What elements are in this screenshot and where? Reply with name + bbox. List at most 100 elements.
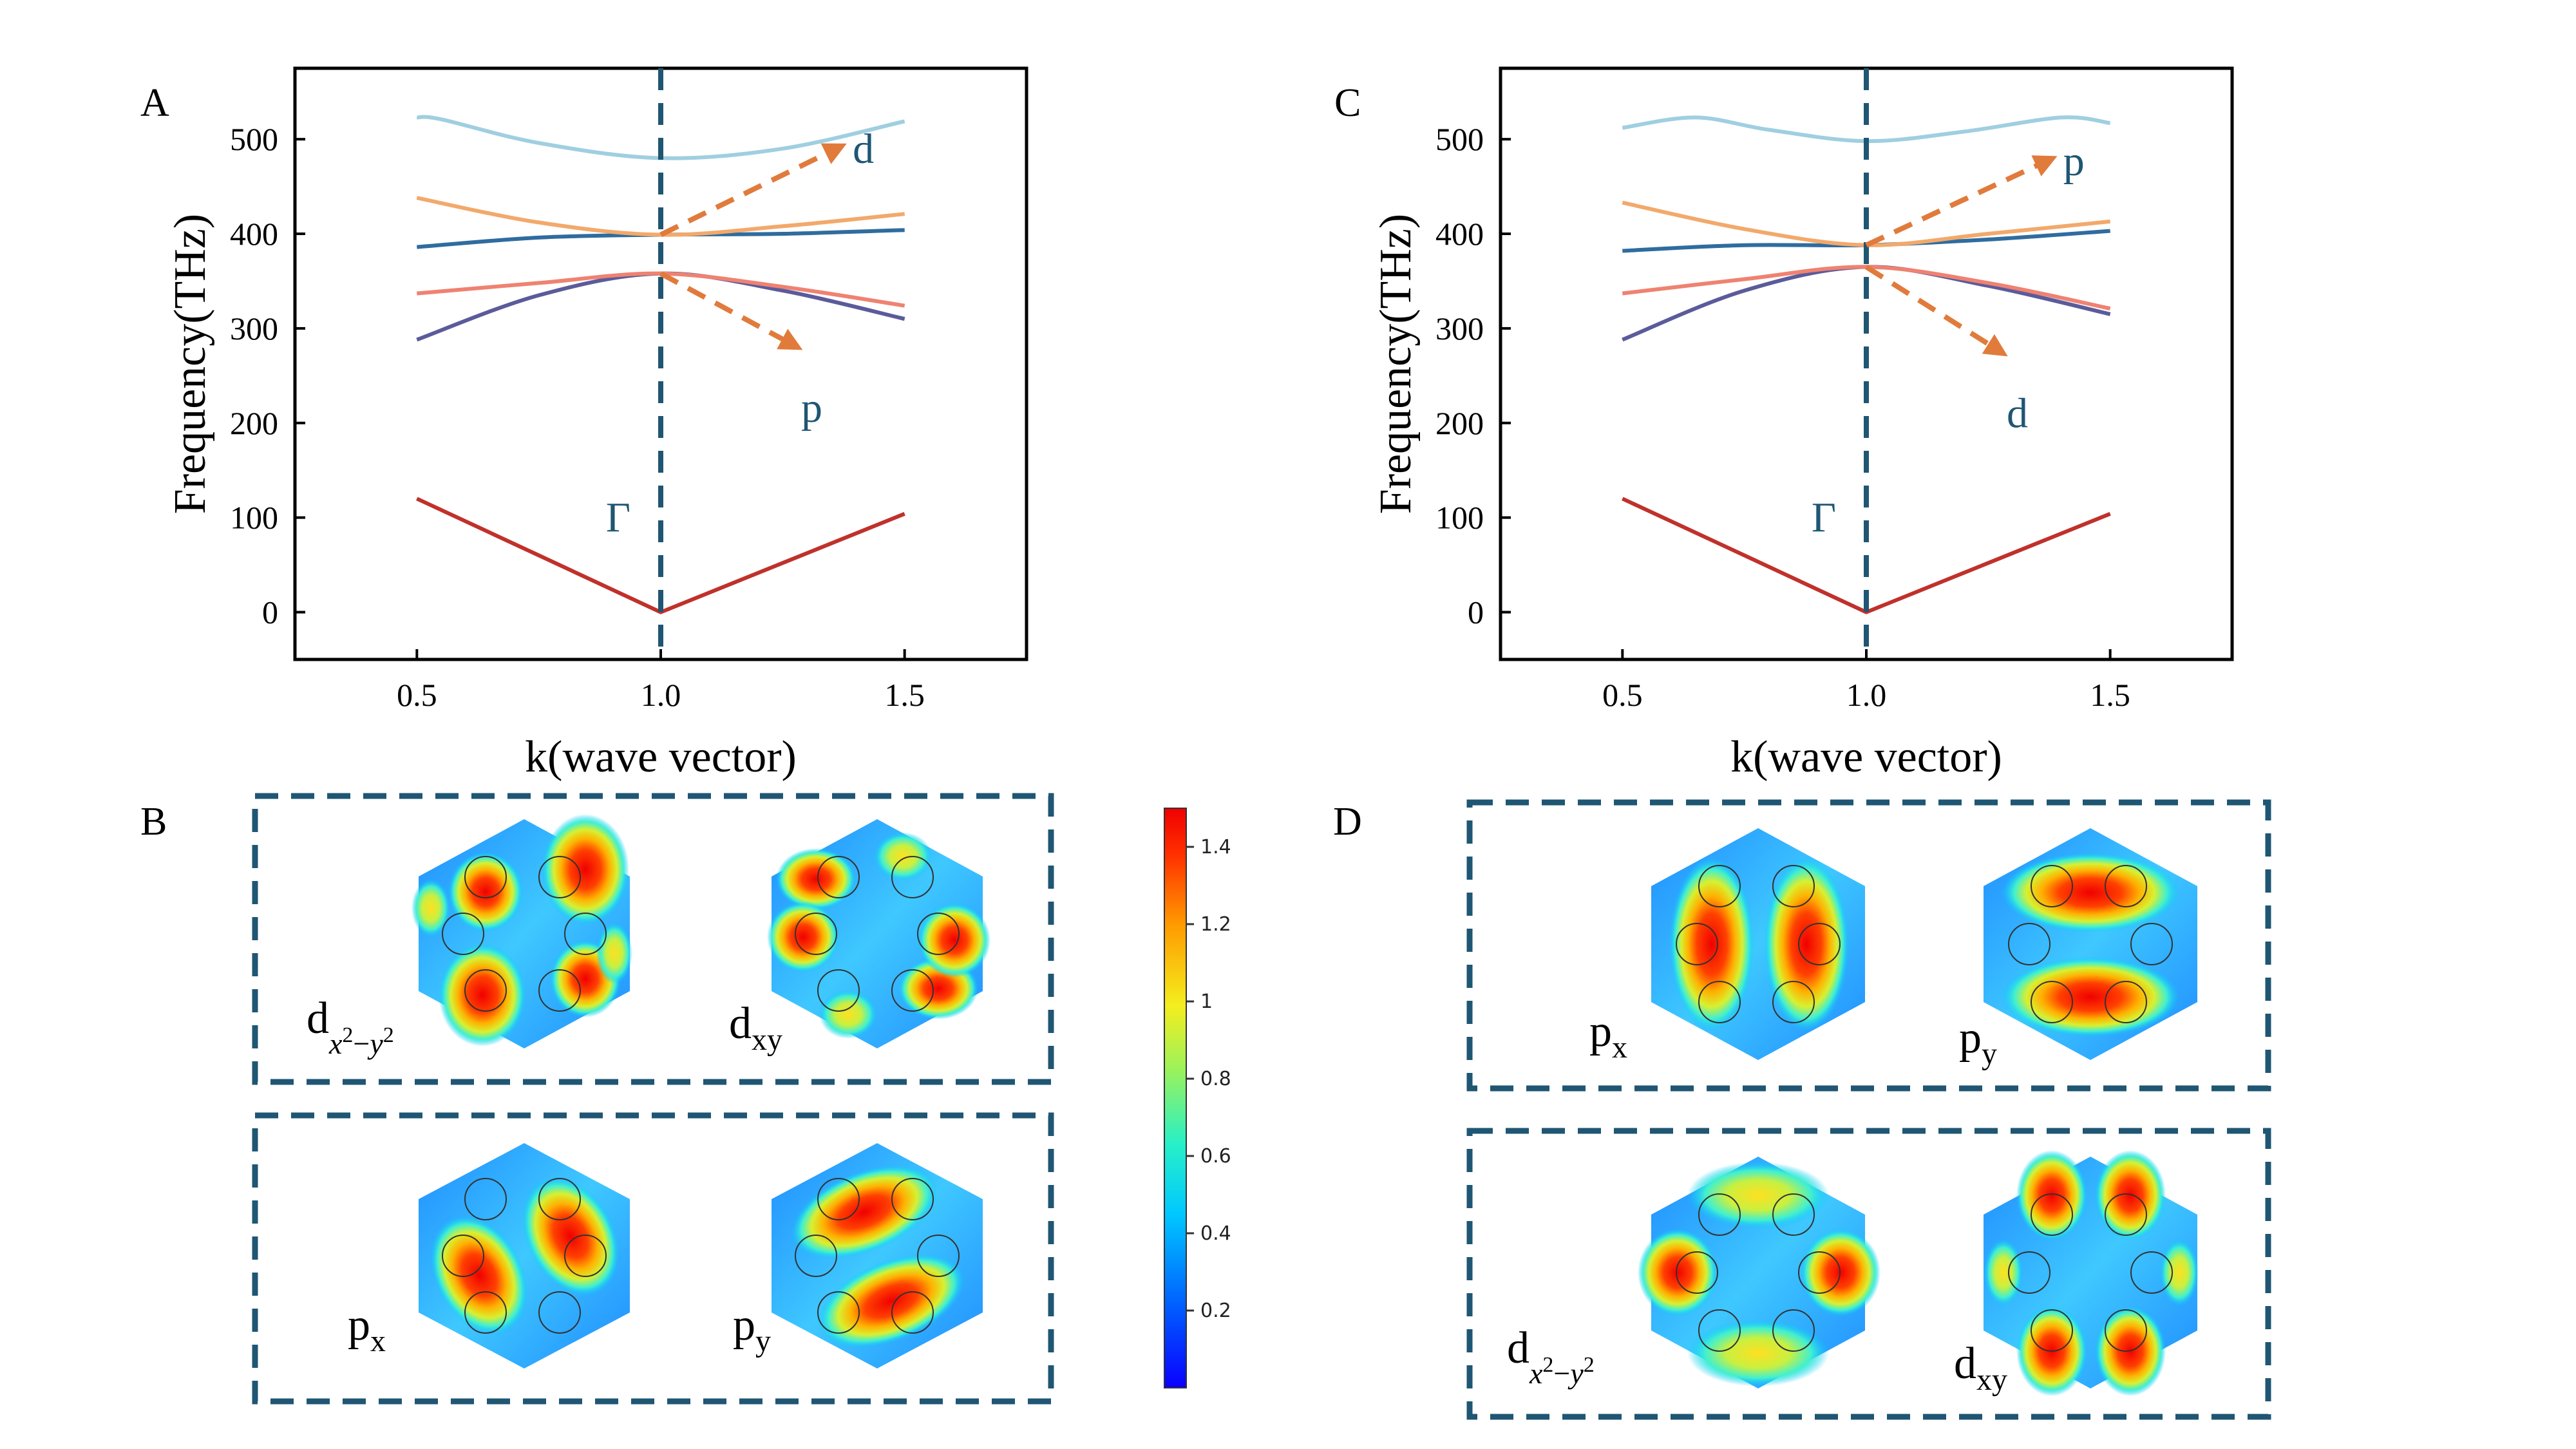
mode-label-sub: y bbox=[367, 1027, 383, 1060]
colorbar-ticks: 0.2 0.4 0.6 0.8 1 1.2 1.4 bbox=[1186, 836, 1231, 1322]
y-tick-label: 400 bbox=[230, 216, 278, 252]
panel-d-box-top bbox=[1466, 799, 2271, 1092]
mode-arrow-label: d bbox=[2007, 390, 2028, 437]
mode-label-sub: − bbox=[1553, 1357, 1570, 1390]
ylabel-a: Frequency(THz) bbox=[166, 214, 215, 514]
band-line-3 bbox=[1622, 265, 2111, 311]
mode-arrow bbox=[659, 271, 803, 350]
mode-map-dx2y2-b bbox=[412, 814, 632, 1048]
axis-ticks-a: 0.5 1.0 1.5 0 100 200 300 400 500 bbox=[230, 121, 925, 713]
y-tick-label: 100 bbox=[1435, 500, 1484, 536]
y-tick-label: 100 bbox=[230, 500, 278, 536]
mode-label-dx2y2-d: dx2−y2 bbox=[1507, 1323, 1595, 1390]
colorbar-tick-label: 1.4 bbox=[1200, 836, 1231, 858]
mode-label-sub: xy bbox=[752, 1023, 782, 1057]
colorbar-tick-label: 1 bbox=[1200, 990, 1213, 1013]
x-tick-label: 1.0 bbox=[641, 677, 681, 713]
panel-d-box-bottom bbox=[1466, 1128, 2271, 1420]
mode-label-main: d bbox=[729, 999, 752, 1048]
mode-arrow bbox=[1865, 155, 2058, 248]
x-tick-label: 0.5 bbox=[1602, 677, 1643, 713]
xlabel-a: k(wave vector) bbox=[525, 732, 797, 782]
x-tick-label: 1.5 bbox=[884, 677, 925, 713]
panel-d-field-maps: D px py bbox=[1333, 799, 2271, 1420]
mode-map-px-b bbox=[419, 1143, 630, 1368]
colorbar-tick-label: 0.2 bbox=[1200, 1300, 1231, 1322]
mode-map-py-d bbox=[1984, 828, 2197, 1060]
mode-label-px-b: px bbox=[348, 1300, 386, 1358]
mode-label-sub: y bbox=[755, 1324, 771, 1358]
mode-arrow-label: p bbox=[801, 384, 822, 431]
y-tick-label: 400 bbox=[1435, 216, 1484, 252]
x-tick-label: 1.5 bbox=[2090, 677, 2130, 713]
colorbar-tick-label: 1.2 bbox=[1200, 913, 1231, 936]
panel-label-c: C bbox=[1334, 81, 1361, 125]
mode-label-main: p bbox=[1959, 1013, 1982, 1063]
mode-label-sub: − bbox=[353, 1027, 370, 1060]
colorbar-tick-label: 0.4 bbox=[1200, 1222, 1231, 1245]
mode-label-sub: y bbox=[1567, 1357, 1584, 1390]
mode-arrow-label: d bbox=[853, 126, 874, 173]
mode-map-dx2y2-d bbox=[1638, 1157, 1880, 1388]
annotations-a: dp bbox=[659, 126, 874, 431]
xlabel-c: k(wave vector) bbox=[1730, 732, 2002, 782]
mode-label-sup: 2 bbox=[1584, 1353, 1595, 1377]
mode-arrow bbox=[659, 143, 847, 238]
mode-label-sup: 2 bbox=[383, 1023, 394, 1047]
mode-label-sup: 2 bbox=[1542, 1353, 1553, 1377]
mode-label-sub: x bbox=[1612, 1030, 1627, 1065]
y-tick-label: 200 bbox=[1435, 405, 1484, 441]
band-line-1 bbox=[416, 497, 905, 614]
panel-label-a: A bbox=[140, 81, 169, 125]
y-tick-label: 200 bbox=[230, 405, 278, 441]
mode-label-sup: 2 bbox=[342, 1023, 353, 1047]
mode-label-main: p bbox=[348, 1300, 370, 1350]
band-line-3 bbox=[417, 271, 905, 308]
panel-label-d: D bbox=[1333, 800, 1362, 844]
mode-label-py-b: py bbox=[733, 1300, 771, 1358]
mode-label-sub: x bbox=[370, 1324, 386, 1358]
y-tick-label: 0 bbox=[1468, 594, 1484, 630]
mode-arrow bbox=[1864, 265, 2008, 357]
y-tick-label: 500 bbox=[230, 121, 278, 157]
band-line-1 bbox=[1622, 497, 2111, 614]
y-tick-label: 300 bbox=[1435, 310, 1484, 346]
ylabel-c: Frequency(THz) bbox=[1371, 214, 1421, 514]
y-tick-label: 300 bbox=[230, 310, 278, 346]
mode-label-main: p bbox=[733, 1300, 755, 1350]
mode-label-main: d bbox=[1954, 1339, 1976, 1388]
mode-label-sub: y bbox=[1982, 1037, 1997, 1071]
x-tick-label: 1.0 bbox=[1846, 677, 1887, 713]
mode-label-main: d bbox=[307, 994, 329, 1043]
mode-map-dxy-b bbox=[767, 819, 990, 1048]
panel-b-box-top bbox=[252, 793, 1054, 1085]
y-tick-label: 500 bbox=[1435, 121, 1484, 157]
panel-label-b: B bbox=[140, 800, 167, 844]
mode-map-py-b bbox=[772, 1143, 983, 1368]
annotations-c: pd bbox=[1864, 138, 2085, 437]
mode-map-dxy-d bbox=[1984, 1150, 2199, 1396]
gamma-label-c: Γ bbox=[1812, 495, 1836, 542]
colorbar: 0.2 0.4 0.6 0.8 1 1.2 1.4 bbox=[1164, 808, 1231, 1388]
x-tick-label: 0.5 bbox=[397, 677, 437, 713]
mode-map-px-d bbox=[1651, 828, 1865, 1060]
mode-label-dxy-b: dxy bbox=[729, 999, 782, 1057]
mode-label-main: p bbox=[1589, 1007, 1612, 1056]
panel-b-box-bottom bbox=[252, 1112, 1054, 1405]
colorbar-tick-label: 0.8 bbox=[1200, 1068, 1231, 1090]
mode-label-px-d: px bbox=[1589, 1007, 1627, 1065]
mode-arrow-label: p bbox=[2063, 138, 2085, 185]
mode-label-dxy-d: dxy bbox=[1954, 1339, 2007, 1397]
mode-label-sub: x bbox=[1529, 1357, 1543, 1390]
axis-ticks-c: 0.5 1.0 1.5 0 100 200 300 400 500 bbox=[1435, 121, 2130, 713]
colorbar-gradient bbox=[1164, 808, 1187, 1388]
gamma-label-a: Γ bbox=[606, 495, 630, 542]
band-line-6 bbox=[417, 115, 905, 160]
mode-label-sub: xy bbox=[1976, 1363, 2007, 1397]
mode-label-dx2y2-b: dx2−y2 bbox=[307, 994, 394, 1060]
mode-label-sub: x bbox=[328, 1027, 343, 1060]
colorbar-tick-label: 0.6 bbox=[1200, 1145, 1231, 1168]
